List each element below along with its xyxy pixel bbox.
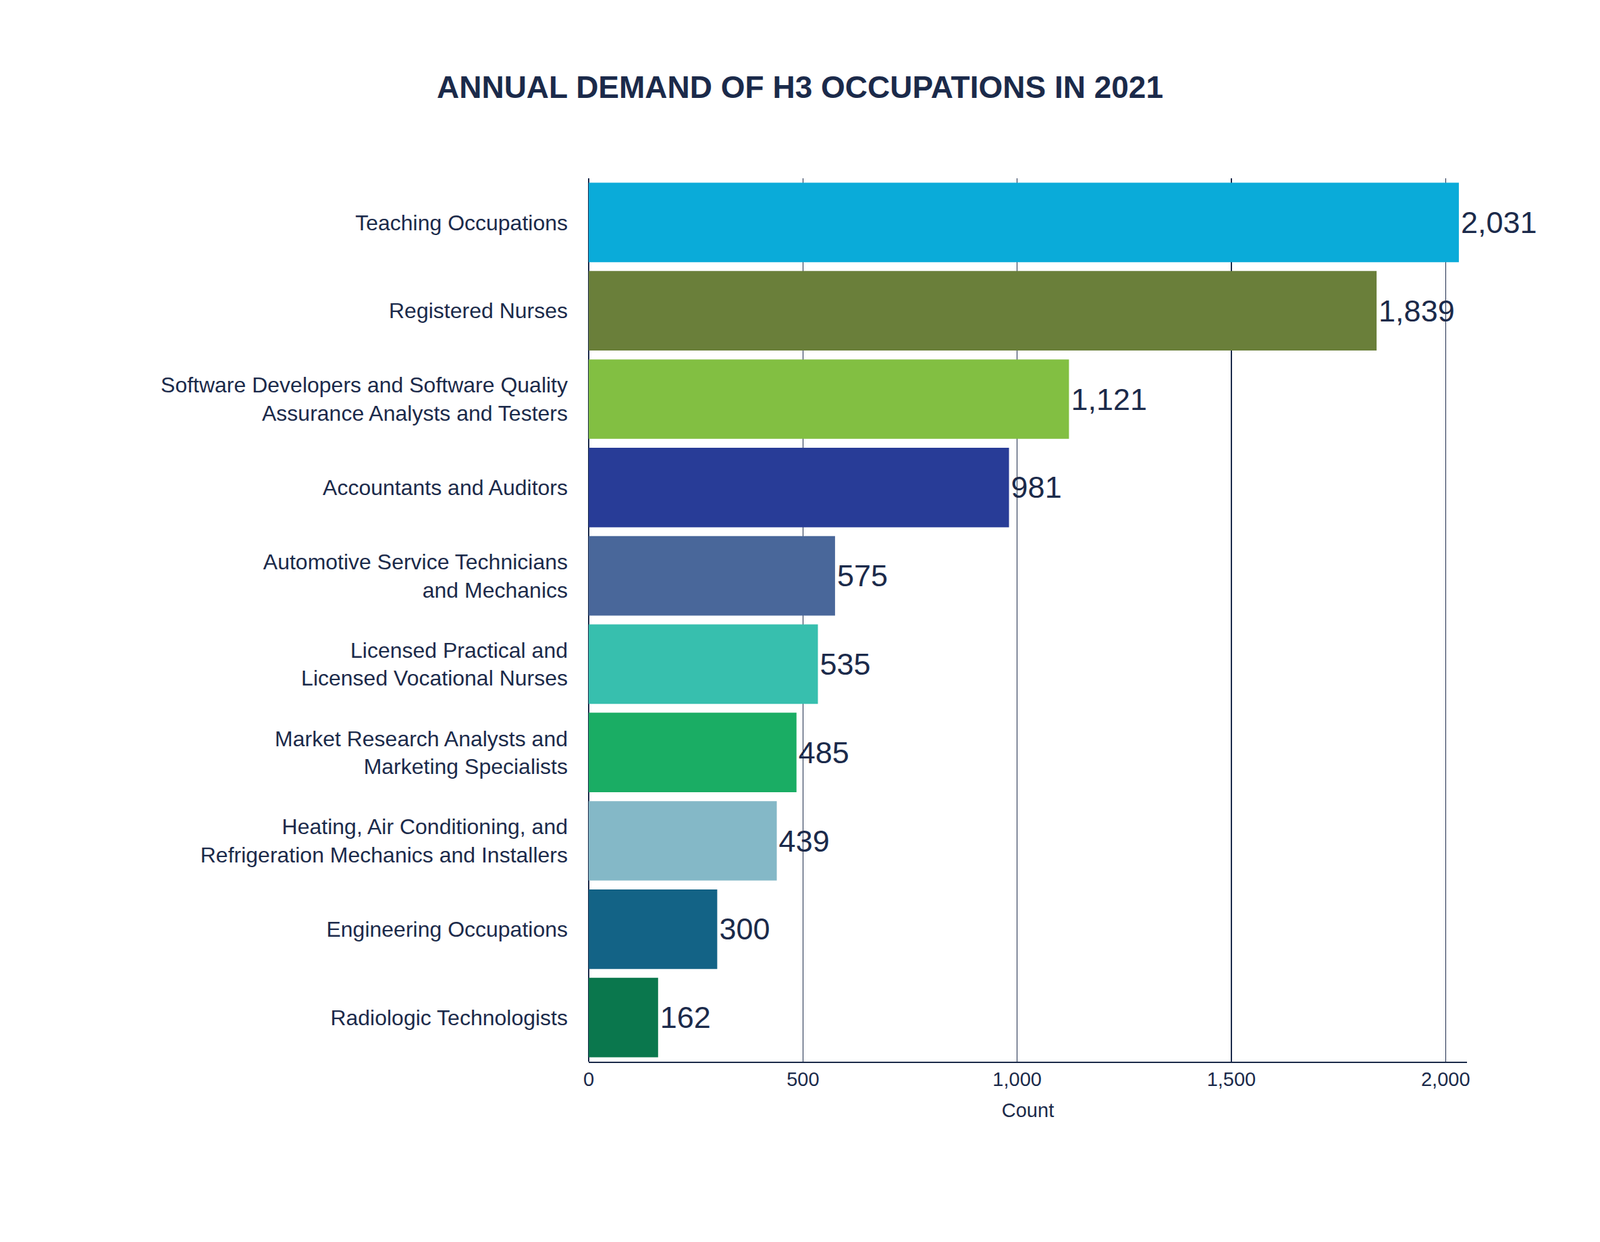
svg-text:Engineering Occupations: Engineering Occupations bbox=[326, 916, 568, 942]
svg-text:1,839: 1,839 bbox=[1378, 293, 1455, 329]
svg-text:300: 300 bbox=[718, 911, 770, 946]
svg-text:1,121: 1,121 bbox=[1070, 382, 1148, 417]
svg-text:Software Developers and Softwa: Software Developers and Software Quality… bbox=[160, 372, 568, 426]
svg-text:439: 439 bbox=[779, 823, 830, 859]
svg-text:Licensed Practical andLicensed: Licensed Practical andLicensed Vocationa… bbox=[301, 637, 568, 691]
svg-text:500: 500 bbox=[786, 1068, 819, 1090]
svg-text:575: 575 bbox=[837, 558, 888, 593]
svg-text:2,000: 2,000 bbox=[1421, 1068, 1471, 1090]
svg-text:162: 162 bbox=[660, 999, 711, 1035]
svg-text:Accountants and Auditors: Accountants and Auditors bbox=[322, 475, 568, 500]
svg-text:0: 0 bbox=[583, 1068, 595, 1090]
svg-text:Registered Nurses: Registered Nurses bbox=[388, 298, 568, 323]
svg-text:Radiologic Technologists: Radiologic Technologists bbox=[330, 1005, 568, 1030]
svg-text:1,500: 1,500 bbox=[1207, 1068, 1257, 1090]
svg-text:Teaching Occupations: Teaching Occupations bbox=[355, 210, 568, 235]
svg-text:ANNUAL DEMAND OF H3 OCCUPATION: ANNUAL DEMAND OF H3 OCCUPATIONS IN 2021 bbox=[436, 69, 1164, 105]
svg-text:Heating, Air Conditioning, and: Heating, Air Conditioning, andRefrigerat… bbox=[200, 814, 568, 867]
svg-text:Automotive Service Technicians: Automotive Service Techniciansand Mechan… bbox=[263, 549, 568, 603]
svg-text:485: 485 bbox=[798, 735, 850, 770]
svg-text:2,031: 2,031 bbox=[1460, 205, 1538, 240]
svg-text:981: 981 bbox=[1011, 469, 1062, 505]
svg-text:Count: Count bbox=[1001, 1099, 1054, 1121]
svg-text:Market Research Analysts andMa: Market Research Analysts andMarketing Sp… bbox=[274, 726, 568, 780]
svg-text:535: 535 bbox=[820, 646, 871, 682]
svg-text:1,000: 1,000 bbox=[992, 1068, 1042, 1090]
